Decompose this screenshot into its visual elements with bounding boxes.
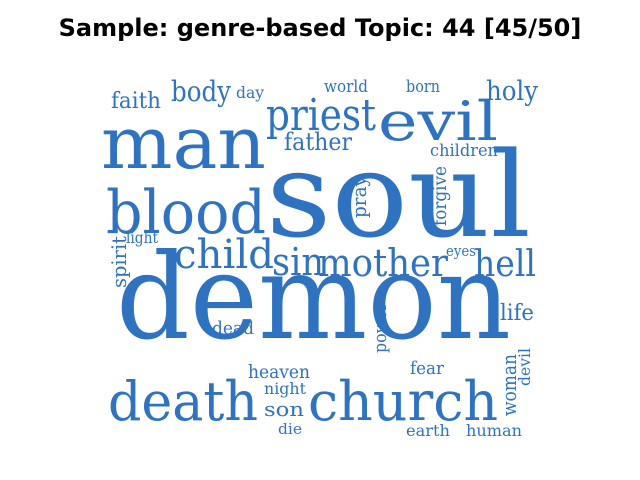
word-spirit: spirit: [107, 236, 131, 288]
word-priest: priest: [266, 90, 376, 141]
figure-title: Sample: genre-based Topic: 44 [45/50]: [58, 14, 582, 42]
word-devil: devil: [515, 348, 534, 386]
word-church: church: [308, 370, 498, 433]
word-forgive: forgive: [429, 166, 451, 226]
word-life: life: [500, 301, 534, 326]
word-demon: demon: [116, 228, 511, 366]
word-soul: soul: [266, 126, 531, 264]
word-fear: fear: [410, 358, 444, 379]
word-power: power: [370, 303, 391, 353]
word-children: children: [430, 141, 498, 161]
word-heaven: heaven: [248, 361, 310, 383]
word-hell: hell: [474, 244, 536, 285]
word-woman: woman: [497, 354, 521, 416]
word-born: born: [406, 77, 440, 97]
word-holy: holy: [486, 76, 539, 107]
word-world: world: [324, 77, 368, 97]
word-body: body: [171, 75, 231, 108]
word-father: father: [284, 128, 352, 156]
word-son: son: [264, 397, 304, 421]
word-child: child: [174, 232, 274, 278]
word-light: light: [126, 228, 158, 247]
word-pray: pray: [347, 175, 371, 218]
word-day: day: [236, 83, 264, 102]
word-eyes: eyes: [446, 242, 476, 260]
word-dead: dead: [212, 318, 254, 339]
word-faith: faith: [111, 89, 161, 114]
word-die: die: [278, 420, 302, 438]
word-evil: evil: [378, 90, 498, 153]
word-cloud: demon soul man blood death church priest evil ch…: [96, 68, 556, 448]
word-night: night: [264, 379, 307, 398]
word-death: death: [108, 370, 258, 433]
word-earth: earth: [406, 421, 450, 440]
word-sin: sin: [272, 240, 324, 284]
word-man: man: [101, 101, 266, 185]
word-human: human: [466, 421, 522, 440]
word-mother: mother: [318, 241, 449, 285]
word-blood: blood: [106, 178, 266, 248]
